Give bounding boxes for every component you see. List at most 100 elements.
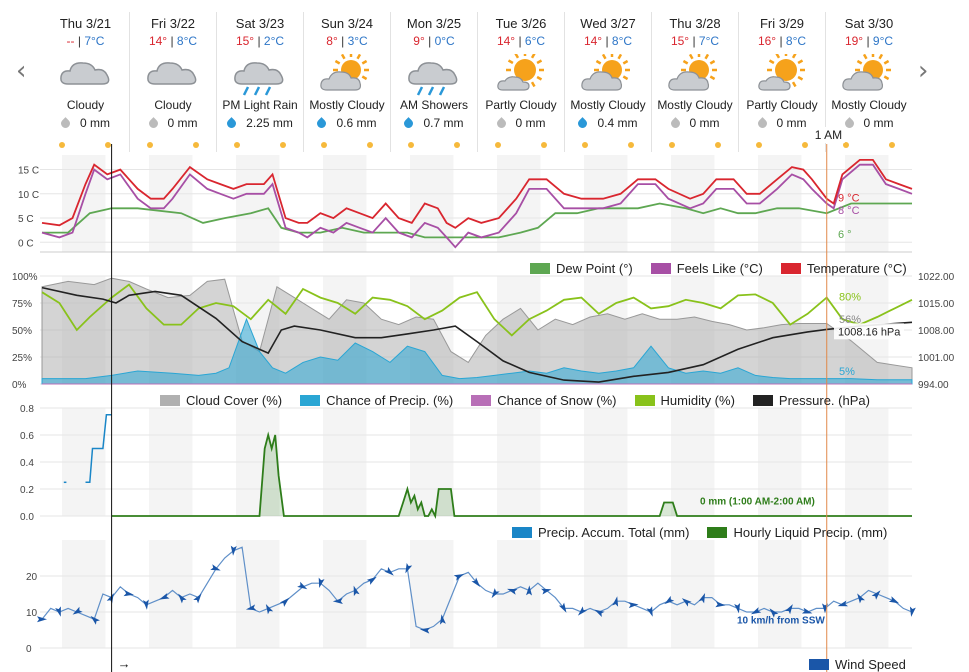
- legend-item[interactable]: Dew Point (°): [530, 261, 633, 276]
- legend-item[interactable]: Temperature (°C): [780, 261, 907, 276]
- sun-dots: [130, 142, 217, 150]
- cursor-label: 1 AM: [815, 128, 842, 142]
- legend-item[interactable]: Cloud Cover (%): [160, 393, 282, 408]
- precip-value: 0 mm: [863, 116, 894, 130]
- high-temp: 14°: [583, 34, 603, 48]
- wind-arrow-icon: [698, 592, 706, 604]
- temp-separator: |: [424, 34, 435, 48]
- legend-swatch: [780, 263, 801, 274]
- legend-label: Chance of Snow (%): [497, 393, 617, 408]
- humidity-readout: 80%: [839, 292, 861, 304]
- condition-label: Cloudy: [66, 98, 105, 112]
- legend-swatch: [707, 527, 728, 538]
- condition-label: PM Light Rain: [222, 98, 298, 112]
- wind-arrow-icon: [801, 607, 813, 614]
- temp-separator: |: [689, 34, 699, 48]
- prev-arrow-icon[interactable]: ‹: [16, 56, 27, 86]
- wind-readout: 10 km/h from SSW: [737, 616, 825, 627]
- legend-label: Feels Like (°C): [676, 261, 763, 276]
- legend-item[interactable]: Humidity (%): [634, 393, 735, 408]
- day-temps: 14° | 6°C: [478, 34, 564, 50]
- day-card[interactable]: Sat 3/30 19° | 9°C Mostly Cloudy 0 mm: [825, 12, 912, 152]
- day-name: Fri 3/29: [759, 16, 805, 31]
- day-band: [845, 540, 889, 648]
- y-tick-label: 10: [26, 608, 38, 619]
- sun-dot-icon: [234, 142, 240, 148]
- temp-separator: |: [74, 34, 85, 48]
- day-card[interactable]: Thu 3/21 -- | 7°C Cloudy 0 mm: [42, 12, 129, 152]
- day-name: Thu 3/21: [59, 16, 112, 31]
- legend-item[interactable]: Pressure. (hPa): [752, 393, 870, 408]
- wind-arrow-icon: [230, 545, 237, 556]
- dew-point-readout: 6 °: [838, 229, 852, 241]
- day-card[interactable]: Sat 3/23 15° | 2°C PM Light Rain 2.25 mm: [216, 12, 303, 152]
- sun-dot-icon: [756, 142, 762, 148]
- mostly-cloudy-icon: [665, 52, 725, 96]
- y-tick-label: 10 C: [18, 190, 39, 201]
- now-arrow-icon: →: [118, 656, 131, 671]
- day-band: [323, 540, 367, 648]
- precip-amount: 0 mm: [652, 116, 738, 130]
- condition-label: Mostly Cloudy: [570, 98, 646, 112]
- day-card[interactable]: Wed 3/27 14° | 8°C Mostly Cloudy 0.4 mm: [564, 12, 651, 152]
- day-name: Mon 3/25: [406, 16, 462, 31]
- pressure-readout-bg: [834, 323, 904, 340]
- mostly-cloudy-icon: [839, 52, 899, 96]
- y-right-tick-label: 1008.00: [918, 326, 955, 337]
- low-temp: 6°C: [524, 34, 546, 48]
- wind-arrow-icon: [439, 614, 446, 625]
- sun-dots: [217, 142, 304, 150]
- day-name: Wed 3/27: [580, 16, 636, 31]
- wind-arrow-icon: [405, 563, 413, 574]
- wind-arrow-icon: [888, 596, 900, 604]
- legend-item[interactable]: Hourly Liquid Precip. (mm): [707, 525, 887, 540]
- mostly-cloudy-icon: [578, 52, 638, 96]
- next-arrow-icon[interactable]: ›: [918, 56, 929, 86]
- wind-arrow-icon: [419, 627, 431, 634]
- legend-item[interactable]: Feels Like (°C): [650, 261, 763, 276]
- day-band: [323, 155, 367, 252]
- sun-dot-icon: [280, 142, 286, 148]
- day-card[interactable]: Fri 3/29 16° | 8°C Partly Cloudy 0 mm: [738, 12, 825, 152]
- wind-arrow-icon: [366, 576, 377, 585]
- temp-separator: |: [337, 34, 348, 48]
- wind-arrow-icon: [681, 598, 692, 607]
- high-temp: 8°: [326, 34, 338, 48]
- wind-arrow-icon: [384, 566, 394, 576]
- day-band: [758, 155, 802, 252]
- legend-label: Pressure. (hPa): [778, 393, 870, 408]
- pressure-readout: 1008.16 hPa: [838, 326, 901, 338]
- precip-value: 0 mm: [167, 116, 198, 130]
- sun-dot-icon: [454, 142, 460, 148]
- day-temps: 9° | 0°C: [391, 34, 477, 50]
- day-card[interactable]: Fri 3/22 14° | 8°C Cloudy 0 mm: [129, 12, 216, 152]
- sun-dot-icon: [495, 142, 501, 148]
- wind-arrow-icon: [210, 564, 221, 571]
- low-temp: 3°C: [347, 34, 368, 48]
- legend-item[interactable]: Chance of Precip. (%): [300, 393, 453, 408]
- temp-readout: 9 °C: [838, 193, 860, 205]
- sun-dot-icon: [193, 142, 199, 148]
- legend-item[interactable]: Chance of Snow (%): [471, 393, 617, 408]
- legend-item[interactable]: Wind Speed: [809, 657, 906, 672]
- day-card[interactable]: Thu 3/28 15° | 7°C Mostly Cloudy 0 mm: [651, 12, 738, 152]
- sun-dot-icon: [715, 142, 721, 148]
- y-tick-label: 0.2: [20, 485, 34, 496]
- series-line-temperature: [41, 159, 913, 229]
- legend-swatch: [160, 395, 180, 406]
- condition-label: Mostly Cloudy: [657, 98, 733, 112]
- day-name: Sun 3/24: [320, 16, 374, 31]
- day-temps: 14° | 8°C: [565, 34, 651, 50]
- day-card[interactable]: Sun 3/24 8° | 3°C Mostly Cloudy 0.6 mm: [303, 12, 390, 152]
- cursor-label-bg: [810, 127, 845, 143]
- day-temps: 16° | 8°C: [739, 34, 825, 50]
- sun-dots: [42, 142, 129, 150]
- temp-separator: |: [863, 34, 873, 48]
- day-card[interactable]: Mon 3/25 9° | 0°C AM Showers 0.7 mm: [390, 12, 477, 152]
- condition-label: AM Showers: [399, 98, 469, 112]
- temp-separator: |: [167, 34, 177, 48]
- wind-legend: Wind Speed: [791, 657, 906, 672]
- sun-dots: [391, 142, 478, 150]
- legend-item[interactable]: Precip. Accum. Total (mm): [512, 525, 689, 540]
- day-card[interactable]: Tue 3/26 14° | 6°C Partly Cloudy 0 mm: [477, 12, 564, 152]
